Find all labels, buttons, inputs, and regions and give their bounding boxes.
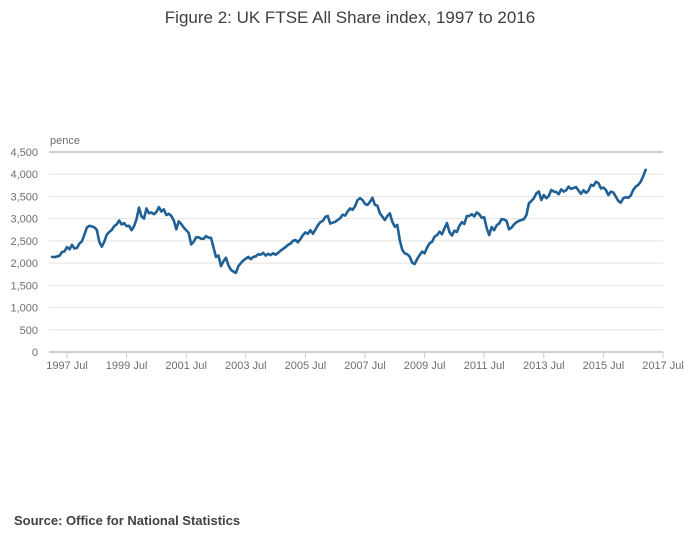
x-tick-label: 2003 Jul: [225, 360, 267, 372]
y-tick-label: 0: [32, 347, 38, 359]
y-tick-label: 3,500: [10, 191, 38, 203]
figure-title: Figure 2: UK FTSE All Share index, 1997 …: [164, 8, 536, 27]
x-tick-label: 2011 Jul: [464, 360, 505, 372]
x-tick-label: 2015 Jul: [583, 360, 625, 372]
x-tick-label: 2001 Jul: [165, 360, 207, 372]
source-caption: Source: Office for National Statistics: [14, 513, 241, 528]
x-tick-label: 2005 Jul: [285, 360, 327, 372]
y-tick-label: 1,000: [10, 303, 38, 315]
y-tick-label: 1,500: [10, 280, 38, 292]
x-tick-label: 1997 Jul: [46, 360, 88, 372]
x-tick-label: 1999 Jul: [106, 360, 148, 372]
y-tick-label: 2,000: [10, 258, 38, 270]
y-tick-label: 4,500: [10, 147, 38, 159]
y-tick-label: 2,500: [10, 236, 38, 248]
x-tick-label: 2007 Jul: [344, 360, 386, 372]
x-tick-label: 2017 Jul: [642, 360, 684, 372]
ftse-series-line: [50, 168, 647, 275]
x-tick-label: 2009 Jul: [404, 360, 446, 372]
y-tick-label: 3,000: [10, 214, 38, 226]
x-tick-label: 2013 Jul: [523, 360, 565, 372]
y-tick-label: 500: [20, 325, 38, 337]
y-axis-unit-label: pence: [50, 135, 80, 147]
y-tick-label: 4,000: [10, 169, 38, 181]
